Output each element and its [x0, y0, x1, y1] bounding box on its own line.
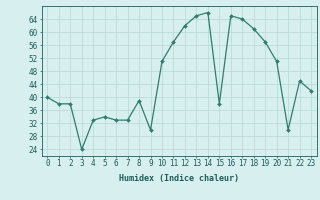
X-axis label: Humidex (Indice chaleur): Humidex (Indice chaleur) [119, 174, 239, 183]
